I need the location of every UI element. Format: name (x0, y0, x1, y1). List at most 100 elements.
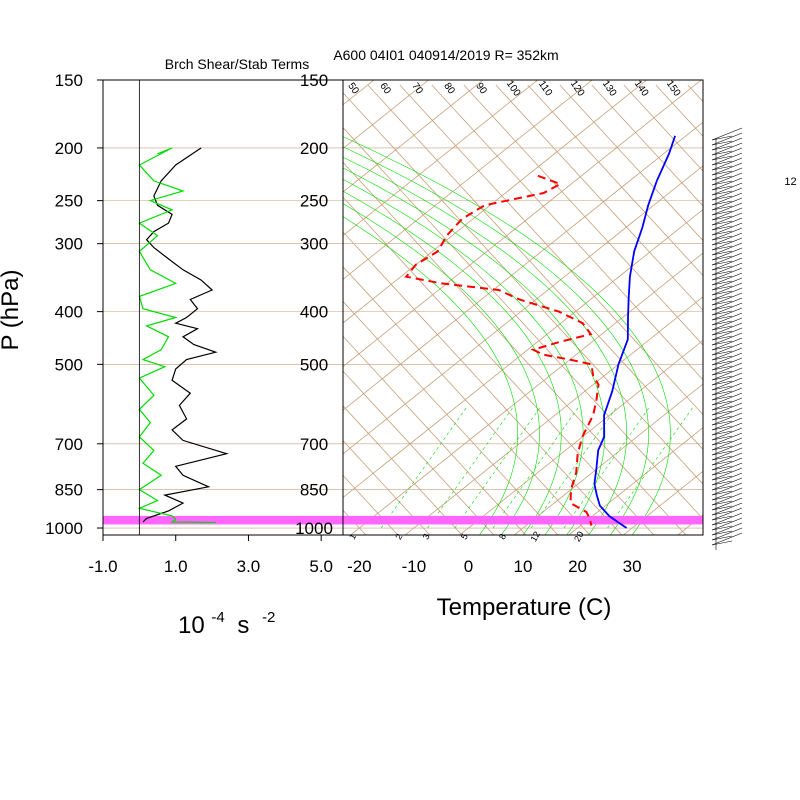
dry-adiabat (343, 440, 431, 535)
wind-barb (711, 252, 743, 266)
wind-barb-flag (711, 395, 733, 401)
wind-barb-flag (711, 160, 733, 166)
mixing-ratio-label: 1 (347, 532, 358, 541)
y-tick-label: 500 (300, 355, 328, 374)
wind-barb-flag (711, 360, 733, 366)
unit-exp1: -4 (211, 609, 224, 626)
mixing-ratio-line (454, 407, 541, 529)
theta-label: 140 (632, 79, 651, 99)
wind-barb-flag (711, 195, 733, 201)
wind-barb-flag (711, 190, 733, 196)
wind-barb-flag (711, 265, 733, 271)
dry-adiabat (463, 84, 703, 346)
dry-adiabat (0, 85, 247, 545)
wind-barb (711, 447, 743, 461)
wind-barb (711, 427, 743, 441)
wind-barb (711, 432, 743, 446)
wind-barb (711, 267, 743, 281)
unit-exp2: -2 (262, 609, 275, 626)
y-tick-label: 150 (300, 71, 328, 90)
theta-label: 130 (600, 79, 619, 99)
shear-stability-panel: 150 200 250 300 400 500 700 850 1000 -1.0 1.0 3.0 5… (0, 56, 344, 639)
dry-adiabat (0, 85, 311, 545)
dry-adiabat (343, 92, 703, 485)
wind-barb-flag (711, 320, 733, 326)
dry-adiabat (495, 84, 703, 311)
wind-barb (711, 402, 743, 416)
wind-barb (711, 337, 743, 351)
wind-barb (711, 342, 743, 356)
y-tick-label: 1000 (295, 519, 333, 538)
wind-barb (711, 197, 743, 211)
isotherm (343, 80, 484, 193)
wind-barb (711, 362, 743, 376)
wind-barb-flag (711, 175, 733, 181)
wind-barb-flag (711, 465, 733, 471)
wind-barb (711, 372, 743, 386)
temperature-tick-label: 0 (464, 557, 473, 576)
theta-label: 80 (441, 81, 457, 97)
wind-barb (711, 242, 743, 256)
wind-barb (711, 442, 743, 456)
wind-barb (711, 422, 743, 436)
x-tick-label: 5.0 (309, 557, 333, 576)
isotherm (568, 427, 703, 535)
theta-label: 120 (568, 79, 587, 99)
theta-label: 60 (377, 81, 393, 97)
wind-barb-flag (711, 460, 733, 466)
isotherm (343, 80, 539, 237)
skewt-panel: 1216202428321235812205060708090100110120… (0, 47, 800, 621)
wind-barb (711, 347, 743, 361)
wind-barb-flag (711, 335, 733, 341)
wind-barb-flag (711, 225, 733, 231)
y-tick-label: 850 (55, 481, 83, 500)
wind-barb (711, 237, 743, 251)
wind-barb-flag (711, 415, 733, 421)
wind-barb-flag (711, 370, 733, 376)
wind-barb (711, 317, 743, 331)
wind-barb-flag (711, 275, 733, 281)
wind-barb-flag (711, 180, 733, 186)
wind-barb-column (711, 127, 743, 550)
wind-barb (711, 312, 743, 326)
wind-barb (711, 452, 743, 466)
wind-barb-flag (711, 250, 733, 256)
wind-barb-flag (711, 445, 733, 451)
wind-barb (711, 472, 743, 486)
wind-barb-flag (711, 315, 733, 321)
wind-barb (711, 487, 743, 501)
wind-barb-flag (711, 480, 733, 486)
wind-barb-flag (711, 520, 733, 526)
moist-adiabat (343, 146, 649, 535)
theta-label: 70 (409, 81, 425, 97)
wind-barb-flag (711, 255, 733, 261)
wind-barb-flag (711, 540, 733, 546)
wind-barb (711, 357, 743, 371)
wind-barb (711, 147, 743, 161)
moist-adiabat (343, 216, 518, 535)
dry-adiabat (687, 84, 703, 103)
mixing-ratio-label: 20 (572, 530, 586, 544)
mixing-ratio-label: 12 (528, 530, 542, 544)
wind-barb-flag (711, 185, 733, 191)
dry-adiabat (343, 161, 687, 535)
right-y-tick-labels: 150 200 250 300 400 500 700 850 1000 (295, 71, 333, 538)
isotherm (727, 64, 800, 540)
y-tick-label: 500 (55, 355, 83, 374)
wind-barb-flag (711, 510, 733, 516)
wind-barb (711, 397, 743, 411)
y-tick-label: 300 (300, 235, 328, 254)
wind-barb-flag (711, 210, 733, 216)
dry-adiabat (0, 85, 343, 545)
y-tick-label: 300 (55, 235, 83, 254)
wind-barb-flag (711, 260, 733, 266)
wind-barb (711, 327, 743, 341)
wind-barb-flag (711, 485, 733, 491)
left-pressure-gridlines (103, 79, 343, 529)
moist-adiabat (343, 178, 584, 535)
wind-barb (711, 527, 743, 541)
sounding-profiles (404, 135, 676, 529)
wind-barb-flag (711, 455, 733, 461)
wind-barb (711, 462, 743, 476)
isotherm (343, 121, 703, 411)
